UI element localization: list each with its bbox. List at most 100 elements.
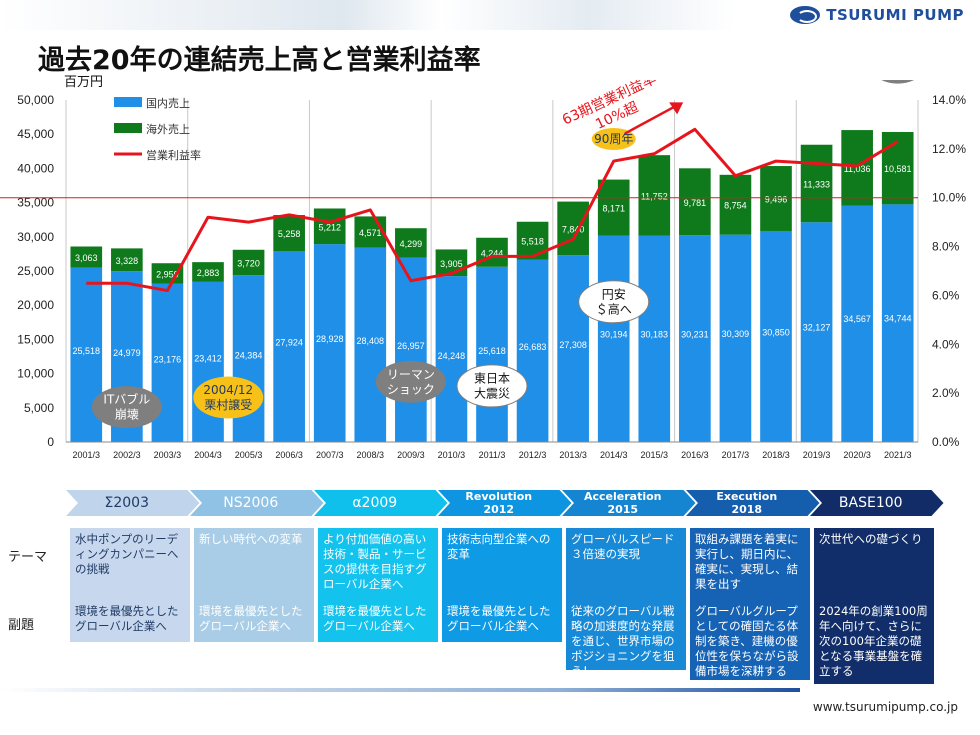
x-tick-label: 2002/3 <box>113 450 141 460</box>
phase-header: α2009 <box>314 490 448 516</box>
y-left-tick-label: 30,000 <box>17 230 54 244</box>
y-left-tick-label: 15,000 <box>17 332 54 346</box>
bar-overseas-value: 5,518 <box>521 237 544 247</box>
x-tick-label: 2017/3 <box>722 450 750 460</box>
bar-domestic-value: 25,618 <box>478 346 506 356</box>
x-tick-label: 2010/3 <box>438 450 466 460</box>
bar-overseas-value: 9,496 <box>765 195 788 205</box>
phase-subtitle: 従来のグローバル戦略の加速度的な発展を通じ、世界市場のポジショニングを狙う！ <box>571 604 675 678</box>
bar-overseas-value: 3,328 <box>116 256 139 266</box>
legend-swatch <box>114 123 142 133</box>
annotation-text: 栗村譲受 <box>204 397 252 412</box>
bar-overseas <box>70 246 103 268</box>
bar-overseas-value: 7,840 <box>562 224 585 234</box>
x-tick-label: 2004/3 <box>194 450 222 460</box>
bar-overseas <box>719 174 752 235</box>
y-left-tick-label: 40,000 <box>17 161 54 175</box>
phase-header-text: Σ2003 <box>104 495 149 511</box>
phase-column: 次世代への礎づくり 2024年の創業100周年へ向けて、さらに次の100年企業の礎… <box>814 528 934 684</box>
phase-subtitle: 環境を最優先としたグローバル企業へ <box>199 604 303 633</box>
phase-header-text: 2015 <box>607 503 639 516</box>
phase-header-text: Execution <box>716 490 778 503</box>
phase-column: 水中ポンプのリーディングカンパニーへの挑戦環境を最優先としたグローバル企業へ <box>70 528 190 642</box>
phase-subtitle: 環境を最優先としたグローバル企業へ <box>75 604 179 633</box>
bar-domestic <box>719 234 752 442</box>
annotation-text: ITバブル <box>103 392 150 407</box>
bar-domestic <box>800 222 833 442</box>
bar-overseas <box>800 144 833 223</box>
y-left-tick-label: 20,000 <box>17 298 54 312</box>
bar-domestic <box>597 235 630 442</box>
y-axis-unit: 百万円 <box>64 75 104 90</box>
y-right-tick-label: 14.0% <box>932 93 966 107</box>
y-left-tick-label: 45,000 <box>17 127 54 141</box>
annotation-bubble <box>456 364 528 408</box>
bar-domestic-value: 30,183 <box>641 330 669 340</box>
annotation-text: 大震災 <box>474 386 510 400</box>
annotation-bubble <box>591 127 636 150</box>
x-tick-label: 2014/3 <box>600 450 628 460</box>
y-left-tick-label: 0 <box>47 435 54 449</box>
bar-domestic-value: 24,248 <box>438 351 466 361</box>
y-right-tick-label: 10.0% <box>932 191 966 205</box>
phase-subtitle: グローバルグループとしての確固たる体制を築き、建機の優位性を保ちながら設備市場を… <box>695 604 799 678</box>
bar-domestic <box>638 235 671 442</box>
bar-overseas <box>111 248 143 272</box>
bar-domestic <box>435 276 468 442</box>
bar-overseas <box>395 228 427 258</box>
y-left-tick-label: 5,000 <box>24 401 54 415</box>
y-right-tick-label: 8.0% <box>932 240 960 254</box>
legend-label: 海外売上 <box>146 122 190 136</box>
y-right-tick-label: 12.0% <box>932 142 966 156</box>
x-tick-label: 2015/3 <box>641 450 669 460</box>
bar-overseas-value: 4,299 <box>400 239 423 249</box>
annotation-bubble <box>193 376 264 419</box>
bar-overseas-value: 10,581 <box>884 164 912 174</box>
bar-domestic-value: 27,924 <box>275 338 303 348</box>
x-tick-label: 2013/3 <box>559 450 587 460</box>
bar-overseas-value: 4,244 <box>481 248 504 258</box>
bar-domestic <box>841 205 873 442</box>
phase-theme: 水中ポンプのリーディングカンパニーへの挑戦 <box>75 532 179 576</box>
row-label-sub: 副題 <box>8 618 35 633</box>
company-logo: TSURUMI PUMP <box>790 4 964 26</box>
bar-domestic <box>881 204 914 442</box>
bar-domestic <box>557 255 589 442</box>
bar-overseas <box>192 262 224 282</box>
legend-swatch <box>114 97 142 107</box>
x-tick-label: 2009/3 <box>397 450 425 460</box>
bar-domestic-value: 30,850 <box>762 327 790 337</box>
phase-column: 取組み課題を着実に実行し、期日内に、確実に、実現し、結果を出すグローバルグループ… <box>690 528 810 680</box>
x-tick-label: 2006/3 <box>275 450 303 460</box>
phase-theme: 新しい時代への変革 <box>199 532 303 546</box>
phase-header: NS2006 <box>190 490 324 516</box>
annotation-text: ショック <box>387 382 435 396</box>
annotation-text: 2004/12 <box>203 383 253 397</box>
phase-subtitle: 2024年の創業100周年へ向けて、さらに次の100年企業の礎となる事業基盤を確… <box>819 604 928 678</box>
phase-subtitle: 環境を最優先としたグローバル企業へ <box>323 604 427 633</box>
bar-domestic-value: 30,309 <box>722 329 750 339</box>
phase-theme: グローバルスピード３倍速の実現 <box>571 532 675 561</box>
bar-overseas-value: 5,258 <box>278 229 301 239</box>
annotation-bubble <box>91 386 162 429</box>
footer-url: www.tsurumipump.co.jp <box>812 700 958 714</box>
phase-theme: 取組み課題を着実に実行し、期日内に、確実に、実現し、結果を出す <box>695 532 799 591</box>
y-left-tick-label: 50,000 <box>17 93 54 107</box>
phase-theme: 技術志向型企業への変革 <box>447 532 551 561</box>
bar-domestic-value: 30,194 <box>600 330 628 340</box>
annotation-bubble <box>578 280 650 324</box>
phase-header-text: NS2006 <box>223 495 279 511</box>
phase-header-text: 2018 <box>731 503 763 516</box>
bar-overseas-value: 8,754 <box>724 201 747 211</box>
x-tick-label: 2001/3 <box>73 450 101 460</box>
bar-overseas-value: 3,905 <box>440 259 463 269</box>
bar-domestic-value: 23,176 <box>154 355 182 365</box>
y-right-tick-label: 0.0% <box>932 435 960 449</box>
annotation-text: 90周年 <box>594 132 633 146</box>
bar-overseas <box>232 249 265 276</box>
phase-subtitle: 環境を最優先としたグローバル企業へ <box>447 604 551 633</box>
logo-text: TSURUMI PUMP <box>826 6 964 24</box>
bar-overseas-value: 8,171 <box>602 204 625 214</box>
top-banner: TSURUMI PUMP <box>0 0 980 30</box>
legend-label: 営業利益率 <box>146 148 201 162</box>
